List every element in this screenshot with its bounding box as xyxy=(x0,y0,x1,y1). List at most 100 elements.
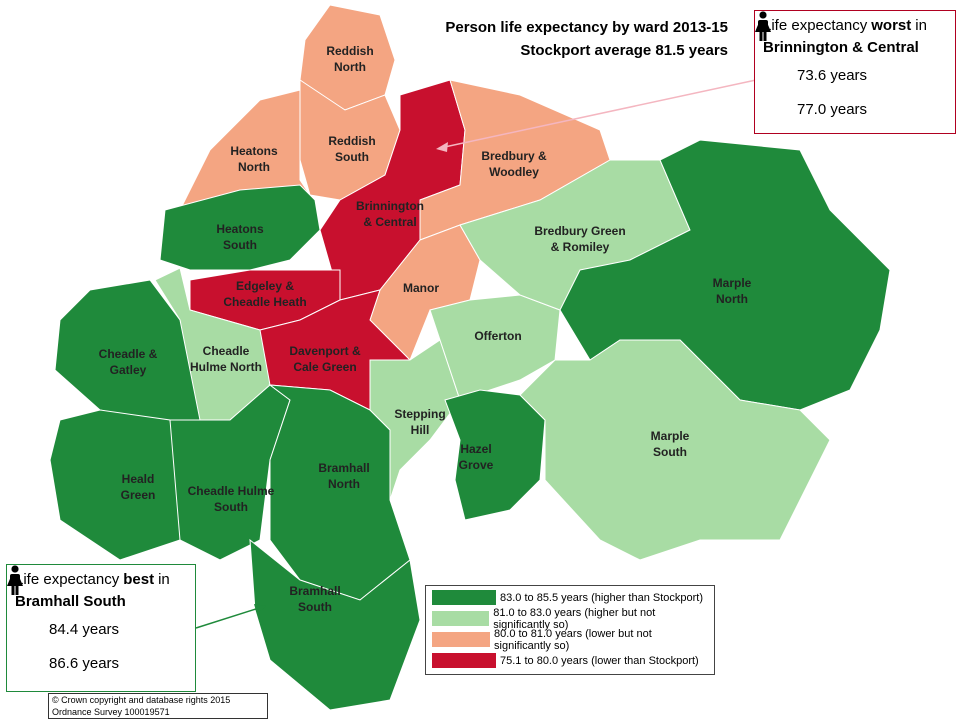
legend: 83.0 to 85.5 years (higher than Stockpor… xyxy=(425,585,715,675)
ward-label-line: Heatons xyxy=(230,144,278,158)
legend-item: 75.1 to 80.0 years (lower than Stockport… xyxy=(432,651,708,670)
ward-label-line: South xyxy=(335,150,369,164)
ward-label-line: Bramhall xyxy=(289,584,340,598)
ward-label: Hazel Grove xyxy=(459,442,494,472)
ward-label-line: Offerton xyxy=(474,329,521,343)
ward-label-line: Brinnington xyxy=(356,199,424,213)
ward-label: Reddish South xyxy=(328,134,375,164)
ward-label: Bramhall North xyxy=(318,461,369,491)
ward-label-line: Cheadle xyxy=(203,344,250,358)
copyright: © Crown copyright and database rights 20… xyxy=(48,693,268,719)
legend-label: 81.0 to 83.0 years (higher but not signi… xyxy=(493,606,656,631)
ward-label: Bramhall South xyxy=(289,584,340,614)
copyright-line: Ordnance Survey 100019571 xyxy=(52,707,170,717)
callout-heading: Life expectancy best in xyxy=(15,569,187,591)
ward-label-line: North xyxy=(328,477,360,491)
callout-heading: Life expectancy worst in xyxy=(763,15,947,37)
ward-label: Reddish North xyxy=(326,44,373,74)
ward-label: Davenport & Cale Green xyxy=(289,344,361,374)
legend-swatch xyxy=(432,611,490,626)
legend-swatch xyxy=(432,632,491,647)
ward-label-line: South xyxy=(298,600,332,614)
ward-label-line: Cheadle Hulme xyxy=(188,484,275,498)
ward-label-line: North xyxy=(238,160,270,174)
pointer-arrow xyxy=(439,79,757,149)
ward-area xyxy=(159,184,321,271)
callout-ward: Brinnington & Central xyxy=(763,39,919,56)
ward-label-line: Reddish xyxy=(328,134,375,148)
callout-row: 77.0 years xyxy=(755,11,947,127)
legend-label: 75.1 to 80.0 years (lower than Stockport… xyxy=(500,654,699,667)
arrow-head xyxy=(436,142,448,152)
arrow-head xyxy=(254,604,266,614)
ward-label: Heatons South xyxy=(216,222,264,252)
ward-label-line: Hill xyxy=(411,423,430,437)
ward-label: Manor xyxy=(403,281,439,295)
ward-label: Edgeley & Cheadle Heath xyxy=(223,279,306,309)
ward-label: Bredbury Green & Romiley xyxy=(534,224,625,254)
ward-label-line: Cheadle & xyxy=(99,347,158,361)
ward-area xyxy=(444,389,546,521)
ward-label: Cheadle Hulme South xyxy=(188,484,275,514)
legend-item: 81.0 to 83.0 years (higher but not signi… xyxy=(432,606,708,631)
ward-label-line: Bramhall xyxy=(318,461,369,475)
ward-label-line: Cheadle Heath xyxy=(223,295,306,309)
ward-label-line: Green xyxy=(121,488,156,502)
legend-item: 80.0 to 81.0 years (lower but not signif… xyxy=(432,627,708,652)
ward-label-line: Edgeley & xyxy=(236,279,294,293)
ward-label: Marple North xyxy=(713,276,752,306)
ward-label-line: Marple xyxy=(651,429,690,443)
legend-swatch xyxy=(432,590,496,605)
female-icon xyxy=(7,565,23,595)
legend-label: 83.0 to 85.5 years (higher than Stockpor… xyxy=(500,591,704,604)
legend-label: 80.0 to 81.0 years (lower but not signif… xyxy=(494,627,652,652)
copyright-line: © Crown copyright and database rights 20… xyxy=(52,695,231,705)
ward-label: Cheadle & Gatley xyxy=(99,347,158,377)
ward-label: Heald Green xyxy=(121,472,156,502)
ward-label-line: Manor xyxy=(403,281,439,295)
ward-label-line: Davenport & xyxy=(289,344,361,358)
ward-label-line: Marple xyxy=(713,276,752,290)
ward-area xyxy=(519,339,831,561)
callout-text: Life expectancy xyxy=(763,17,868,34)
legend-swatch xyxy=(432,653,496,668)
ward-label: Stepping Hill xyxy=(394,407,445,437)
callout-text: in xyxy=(915,17,927,34)
ward-label-line: Woodley xyxy=(489,165,539,179)
subtitle: Stockport average 81.5 years xyxy=(520,42,728,59)
ward-label: Bredbury & Woodley xyxy=(481,149,547,179)
ward-label: Marple South xyxy=(651,429,690,459)
female-icon xyxy=(755,11,771,41)
ward-label-line: Reddish xyxy=(326,44,373,58)
ward-label: Offerton xyxy=(474,329,521,343)
callout-ward: Bramhall South xyxy=(15,593,126,610)
callout-row: 84.4 years xyxy=(10,565,187,647)
ward-label-line: Bredbury Green xyxy=(534,224,625,238)
callout-row: 73.6 years xyxy=(758,11,947,93)
ward-label-line: Cale Green xyxy=(293,360,356,374)
callout-value: 86.6 years xyxy=(49,655,120,672)
callout-value: 77.0 years xyxy=(797,101,868,118)
ward-label: Cheadle Hulme North xyxy=(190,344,262,374)
ward-label-line: Heatons xyxy=(216,222,264,236)
callout-text: in xyxy=(158,571,170,588)
callout-value: 84.4 years xyxy=(49,621,120,638)
legend-item: 83.0 to 85.5 years (higher than Stockpor… xyxy=(432,588,708,607)
ward-label-line: Hazel xyxy=(460,442,491,456)
ward-label-line: Hulme North xyxy=(190,360,262,374)
title-block: Person life expectancy by ward 2013-15 S… xyxy=(445,16,728,62)
ward-label-line: Grove xyxy=(459,458,494,472)
worst-callout: Life expectancy worst in Brinnington & Cent… xyxy=(754,10,956,134)
ward-label-line: Gatley xyxy=(110,363,147,377)
ward-area xyxy=(49,409,181,561)
ward-label-line: South xyxy=(653,445,687,459)
ward-label-line: & Romiley xyxy=(551,240,610,254)
ward-area xyxy=(369,339,461,501)
callout-emphasis: best xyxy=(123,571,155,588)
ward-label-line: South xyxy=(214,500,248,514)
ward-label-line: Stepping xyxy=(394,407,445,421)
callout-emphasis: worst xyxy=(871,17,912,34)
best-callout: Life expectancy best in Bramhall South 84.4 … xyxy=(6,564,196,692)
